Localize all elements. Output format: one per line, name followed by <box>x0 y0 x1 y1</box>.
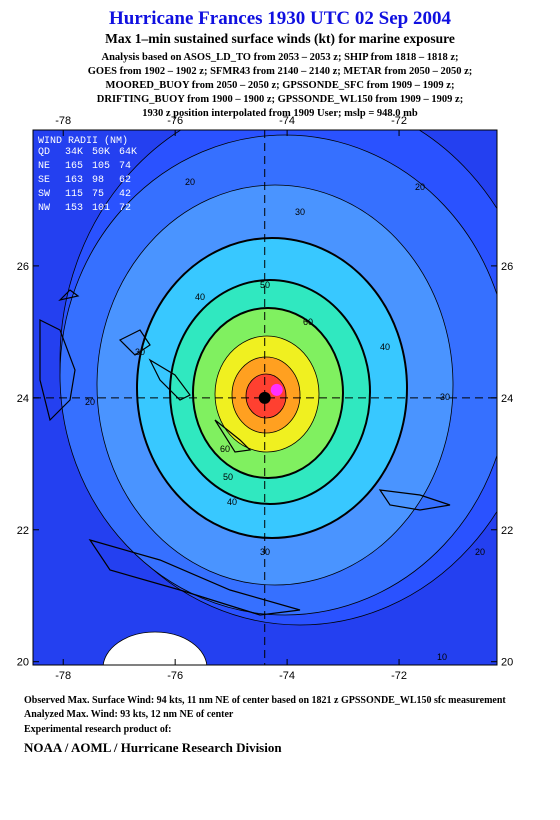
lat-label: 26 <box>501 261 513 273</box>
coastline <box>58 289 80 302</box>
wind-radii-title: WIND RADII (NM) <box>38 135 128 147</box>
lon-label: -74 <box>279 115 295 127</box>
coastline <box>214 419 252 453</box>
coastline <box>148 358 191 401</box>
lat-label: 20 <box>17 657 29 669</box>
coastline <box>88 538 301 616</box>
wind-radii-cell: SW <box>38 189 50 200</box>
wind-radii-cell: 165 <box>65 161 83 172</box>
lat-label: 26 <box>17 261 29 273</box>
footer-line: Experimental research product of: <box>24 724 171 735</box>
wind-radii-cell: 115 <box>65 189 83 200</box>
contour-label: 20 <box>415 182 425 192</box>
pressure-max <box>270 383 283 396</box>
wind-radii-cell: 101 <box>92 203 110 214</box>
wind-radii-header: QD <box>38 147 50 158</box>
subtitle: Max 1–min sustained surface winds (kt) f… <box>105 31 455 46</box>
lat-label: 22 <box>17 525 29 537</box>
contour-label: 20 <box>475 547 485 557</box>
wind-radii-cell: SE <box>38 175 50 186</box>
title: Hurricane Frances 1930 UTC 02 Sep 2004 <box>109 8 451 29</box>
contour-label: 40 <box>380 342 390 352</box>
lon-label: -72 <box>391 670 407 682</box>
contour-label: 30 <box>295 207 305 217</box>
coastline <box>378 489 451 511</box>
contour-label: 20 <box>185 177 195 187</box>
contour-label: 30 <box>440 392 450 402</box>
contour-label: 50 <box>223 472 233 482</box>
footer-line: Observed Max. Surface Wind: 94 kts, 11 n… <box>24 695 506 706</box>
wind-radii-cell: NE <box>38 161 50 172</box>
wind-radii-cell: 74 <box>119 161 131 172</box>
footer-org: NOAA / AOML / Hurricane Research Divisio… <box>24 740 282 755</box>
map: 10202020203030303040404050506060 <box>33 130 497 665</box>
analysis-line: GOES from 1902 – 1902 z; SFMR43 from 214… <box>88 66 472 77</box>
lat-label: 24 <box>17 393 29 405</box>
contour-label: 60 <box>220 444 230 454</box>
contour-label: 60 <box>303 317 313 327</box>
wind-radii-header: 64K <box>119 147 137 158</box>
lon-label: -78 <box>55 115 71 127</box>
coastline <box>39 319 76 422</box>
coastline <box>118 329 151 356</box>
lon-label: -72 <box>391 115 407 127</box>
analysis-line: DRIFTING_BUOY from 1900 – 1900 z; GPSSON… <box>97 94 463 105</box>
contour-label: 10 <box>437 652 447 662</box>
wind-radii-cell: 62 <box>119 175 131 186</box>
analysis-line: 1930 z position interpolated from 1909 U… <box>142 108 418 119</box>
lon-label: -78 <box>55 670 71 682</box>
wind-radii-cell: 98 <box>92 175 104 186</box>
wind-radii-header: 34K <box>65 147 83 158</box>
contour-label: 20 <box>85 397 95 407</box>
analysis-line: MOORED_BUOY from 2050 – 2050 z; GPSSONDE… <box>106 80 455 91</box>
wind-radii-cell: 72 <box>119 203 131 214</box>
lon-label: -76 <box>167 670 183 682</box>
wind-radii-cell: 42 <box>119 189 131 200</box>
contour-label: 50 <box>260 280 270 290</box>
footer-line: Analyzed Max. Wind: 93 kts, 12 nm NE of … <box>24 709 234 720</box>
contour-label: 30 <box>135 347 145 357</box>
wind-radii-cell: 105 <box>92 161 110 172</box>
wind-radii-cell: 75 <box>92 189 104 200</box>
wind-radii-cell: NW <box>38 203 50 214</box>
lon-label: -76 <box>167 115 183 127</box>
contour-label: 40 <box>227 497 237 507</box>
analysis-line: Analysis based on ASOS_LD_TO from 2053 –… <box>101 52 458 63</box>
lat-label: 22 <box>501 525 513 537</box>
lon-label: -74 <box>279 670 295 682</box>
calm-area <box>102 631 208 665</box>
lat-label: 24 <box>501 393 513 405</box>
contour-label: 40 <box>195 292 205 302</box>
wind-radii-cell: 153 <box>65 203 83 214</box>
wind-radii-header: 50K <box>92 147 110 158</box>
wind-radii-cell: 163 <box>65 175 83 186</box>
lat-label: 20 <box>501 657 513 669</box>
